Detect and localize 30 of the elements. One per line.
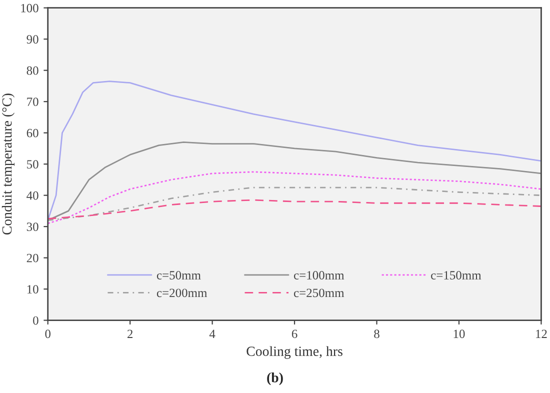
legend-label: c=250mm — [294, 288, 344, 298]
x-tick-label: 4 — [209, 330, 216, 338]
y-tick-label: 60 — [26, 128, 38, 138]
y-tick-label: 40 — [26, 191, 38, 200]
x-tick-label: 2 — [128, 330, 133, 338]
x-tick-label: 6 — [292, 330, 298, 338]
y-tick-label: 0 — [33, 316, 38, 325]
y-tick-label: 20 — [26, 254, 38, 262]
y-tick-label: 70 — [27, 98, 38, 106]
y-tick-label: 30 — [26, 222, 38, 232]
legend-label: c=200mm — [156, 288, 208, 298]
line-series — [48, 199, 542, 220]
y-tick-label: 100 — [21, 4, 38, 12]
x-axis-title: Cooling time, hrs — [246, 346, 342, 359]
legend-label: c=100mm — [294, 271, 344, 280]
line-series — [48, 186, 542, 222]
x-tick-label: 8 — [374, 330, 380, 338]
legend-label: c=150mm — [431, 271, 482, 280]
y-tick-label: 50 — [27, 160, 38, 169]
y-tick-label: 90 — [26, 35, 38, 44]
x-tick-label: 12 — [536, 330, 547, 338]
legend-label: c=50mm — [156, 271, 201, 280]
y-tick-label: 80 — [26, 66, 38, 75]
y-tick-label: 10 — [27, 285, 38, 294]
line-series — [48, 171, 542, 224]
text: (b) — [267, 372, 283, 386]
line-series — [48, 142, 542, 222]
y-axis-title: Conduit temperature (°C) — [2, 94, 15, 235]
x-tick-label: 10 — [454, 330, 465, 338]
x-tick-label: 0 — [45, 330, 50, 338]
